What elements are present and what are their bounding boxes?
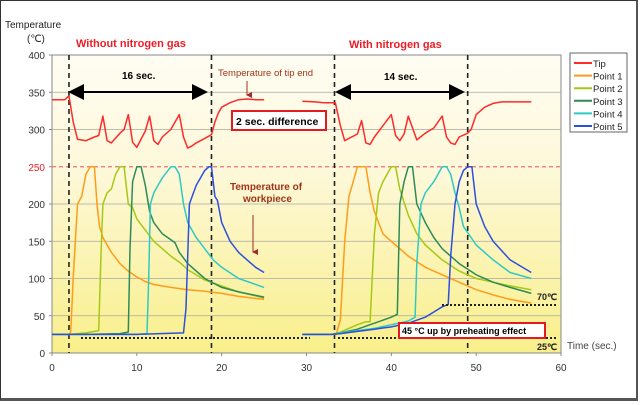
x-tick-label: 30 (301, 363, 313, 374)
y-axis-label-line2: (℃) (27, 34, 45, 45)
y-tick-label: 0 (39, 349, 45, 360)
series-line-point-1 (52, 166, 265, 336)
difference-label: 2 sec. difference (236, 116, 318, 128)
x-tick-label: 0 (49, 363, 55, 374)
legend-label: Point 2 (593, 84, 623, 95)
y-tick-label: 100 (28, 275, 45, 286)
title-without-nitrogen: Without nitrogen gas (76, 38, 186, 50)
y-tick-label: 300 (28, 126, 45, 137)
x-tick-label: 60 (555, 363, 567, 374)
legend-label: Point 4 (593, 109, 623, 120)
y-axis-label-line1: Temperature (5, 20, 62, 31)
series-line-point-2 (302, 166, 532, 336)
x-axis-ticks: 0 10 20 30 40 50 60 (49, 353, 567, 374)
y-tick-label: 200 (28, 200, 45, 211)
label-70c: 70℃ (537, 292, 557, 302)
y-tick-label: 350 (28, 88, 45, 99)
label-25c: 25℃ (537, 342, 557, 352)
span-label-left: 16 sec. (122, 71, 156, 82)
x-tick-label: 20 (216, 363, 228, 374)
y-tick-label: 150 (28, 237, 45, 248)
x-tick-label: 50 (471, 363, 483, 374)
y-tick-label: 250 (28, 163, 45, 174)
y-axis-ticks: 0 50 100 150 200 250 300 350 400 (28, 51, 52, 360)
series-lines (52, 95, 532, 336)
series-line-tip (52, 95, 265, 149)
span-label-right: 14 sec. (384, 72, 418, 83)
legend-label: Point 3 (593, 97, 623, 108)
x-tick-label: 40 (386, 363, 398, 374)
series-line-point-4 (52, 166, 265, 336)
series-line-point-3 (302, 166, 532, 336)
series-line-point-3 (52, 166, 265, 336)
legend-label: Point 1 (593, 72, 623, 83)
preheat-label: 45 °C up by preheating effect (402, 326, 526, 336)
preheat-box (398, 322, 546, 339)
x-tick-label: 10 (131, 363, 143, 374)
legend-box (569, 52, 628, 133)
workpiece-label-line2: workpiece (242, 194, 292, 205)
series-line-point-2 (52, 166, 265, 336)
series-line-point-5 (52, 166, 265, 336)
y-tick-label: 50 (34, 312, 46, 323)
x-axis-label: Time (sec.) (567, 341, 617, 352)
phase-divider-lines (68, 55, 469, 353)
legend-label: Point 5 (593, 122, 623, 133)
series-line-point-5 (302, 166, 532, 336)
y-tick-label: 400 (28, 51, 45, 62)
difference-box (231, 110, 327, 131)
workpiece-label-line1: Temperature of (230, 182, 303, 193)
tip-temperature-label: Temperature of tip end (218, 68, 313, 79)
legend-label: Tip (593, 59, 606, 70)
series-line-point-4 (302, 166, 532, 336)
title-with-nitrogen: With nitrogen gas (349, 39, 442, 51)
series-line-tip (302, 100, 532, 146)
